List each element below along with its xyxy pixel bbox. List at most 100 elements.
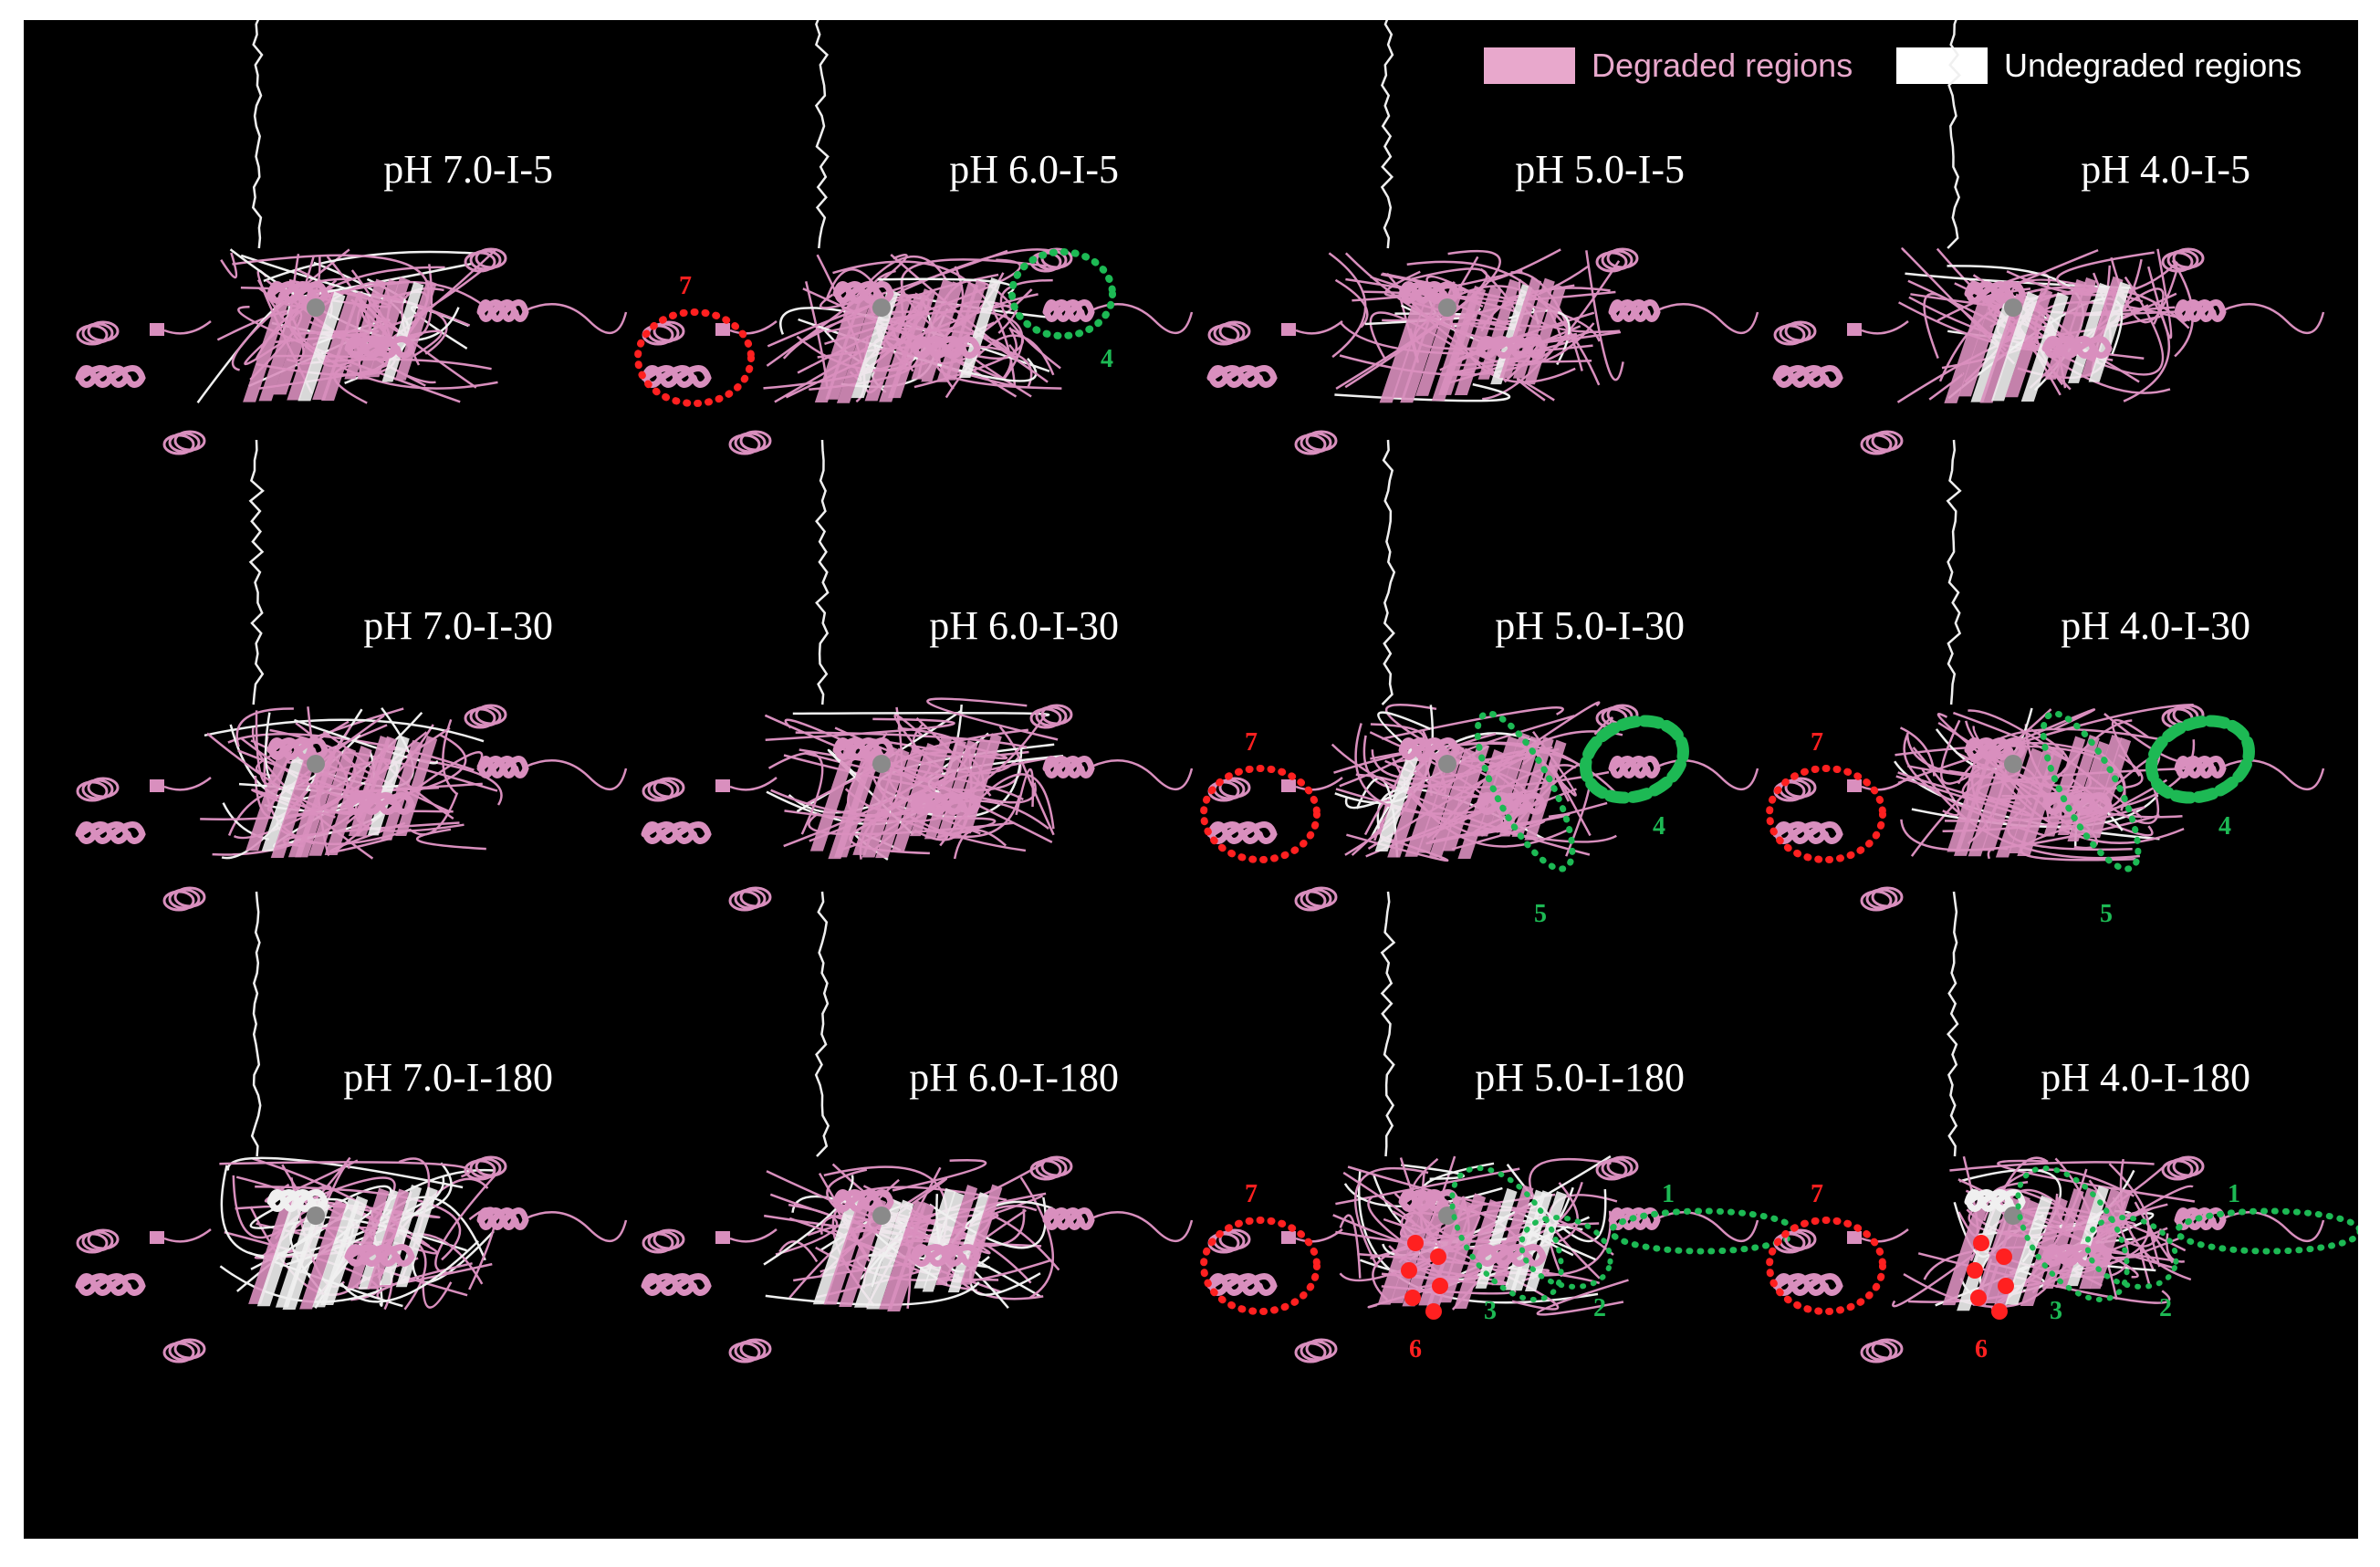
beta-strand [1957,287,2006,397]
helix-segment [1281,1231,1296,1244]
beta-strand [256,1196,305,1307]
legend-swatch-degraded [1484,47,1575,84]
alpha-helix-left [641,1273,712,1296]
panel-title: pH 6.0-I-180 [909,1055,1119,1100]
coil-bottom [173,430,206,452]
loop [1328,252,1367,359]
loop [2047,1163,2150,1273]
marker-label-3: 3 [1484,1297,1497,1325]
beta-strand [299,1199,348,1310]
alpha-helix [266,281,329,304]
beta-strand [935,739,978,841]
beta-strand [921,281,964,382]
marker-label-3: 3 [2050,1297,2062,1325]
beta-strand [1454,286,1502,396]
coil-bottom [1305,886,1338,908]
ligand-sphere [2004,298,2022,317]
marker-label-1: 1 [1662,1180,1675,1208]
marker-region-6-dot [1967,1262,1983,1279]
linker [163,320,212,335]
marker-region-3 [1449,1165,1564,1302]
loop [1905,733,1957,775]
coil-bottom [1871,886,1904,908]
marker-region-7 [1200,765,1320,863]
c-term-tail [2222,303,2325,335]
figure-panel-grid: Degraded regions Undegraded regions pH 7… [24,20,2358,1539]
alpha-helix [266,1189,329,1212]
beta-strand [2067,740,2110,841]
panel-7: pH 4.0-I-30 7 4 5 [1766,439,2325,928]
ligand-sphere [2004,1207,2022,1225]
alpha-helix [832,1189,894,1212]
helix-segment [1281,779,1296,792]
panel-title: pH 7.0-I-5 [383,147,553,192]
beta-strand [243,292,291,402]
marker-region-6-dot [1404,1290,1421,1306]
helix-segment [1281,323,1296,336]
linker [1295,777,1343,791]
marker-region-6-dot [1991,1303,2008,1320]
linker [729,320,778,335]
panel-2: pH 5.0-I-5 [1206,20,1759,455]
disordered-tail [1380,891,1396,1157]
alpha-helix [1398,737,1460,760]
c-term-tail [1656,303,1759,335]
loop [220,252,238,279]
alpha-helix-right [476,1207,529,1230]
loop [2166,1233,2185,1263]
coil-right-top [475,704,507,726]
helix-segment [715,1231,730,1244]
beta-strand [1379,293,1427,403]
panel-title: pH 5.0-I-5 [1515,147,1685,192]
legend-label-undegraded: Undegraded regions [2004,47,2302,84]
alpha-helix-right [476,756,529,778]
coil-bottom [739,1338,772,1360]
beta-strand [2005,1195,2053,1305]
disordered-tail [248,439,265,705]
beta-strand [948,737,991,839]
disordered-tail [250,891,262,1157]
beta-strand [312,290,360,401]
marker-label-2: 2 [1593,1294,1606,1322]
alpha-helix-left [1772,821,1843,844]
marker-region-6-dot [1425,1303,1442,1320]
beta-strand [1972,1196,2020,1306]
coil-left [652,777,685,799]
helix-segment [1847,323,1862,336]
marker-region-4 [1008,248,1116,340]
coil-bottom [1305,430,1338,452]
loop [1343,1183,1503,1207]
alpha-helix [2041,792,2113,815]
alpha-helix-left [1206,365,1278,388]
marker-label-4: 4 [1653,812,1665,841]
beta-strand [248,1194,297,1304]
beta-strand [1438,285,1487,395]
alpha-helix-right [476,299,529,322]
coil-bottom [739,886,772,908]
beta-strand [1428,747,1477,858]
coil-right-top [2172,1155,2205,1177]
alpha-helix [1964,281,2026,304]
coil-left [1784,1228,1817,1250]
loop [1897,704,2194,785]
marker-label-7: 7 [1245,728,1258,757]
loop [2111,718,2149,777]
alpha-helix-left [641,821,712,844]
loop [232,1156,351,1239]
beta-strand [851,288,899,399]
beta-strand [959,733,1002,834]
linker [1861,1228,1909,1243]
panel-8: pH 7.0-I-180 [75,891,628,1363]
coil-bottom [1871,1338,1904,1360]
helix-segment [150,1231,164,1244]
disordered-tail [815,439,830,705]
beta-strand [1374,742,1423,852]
beta-strand [1438,1193,1487,1303]
beta-strand [809,741,858,851]
loop [1334,382,1511,402]
alpha-helix-left [1206,821,1278,844]
linker [1295,1228,1343,1243]
loop [795,731,1028,748]
alpha-helix-left [1206,1273,1278,1296]
panel-title: pH 4.0-I-180 [2041,1055,2250,1100]
